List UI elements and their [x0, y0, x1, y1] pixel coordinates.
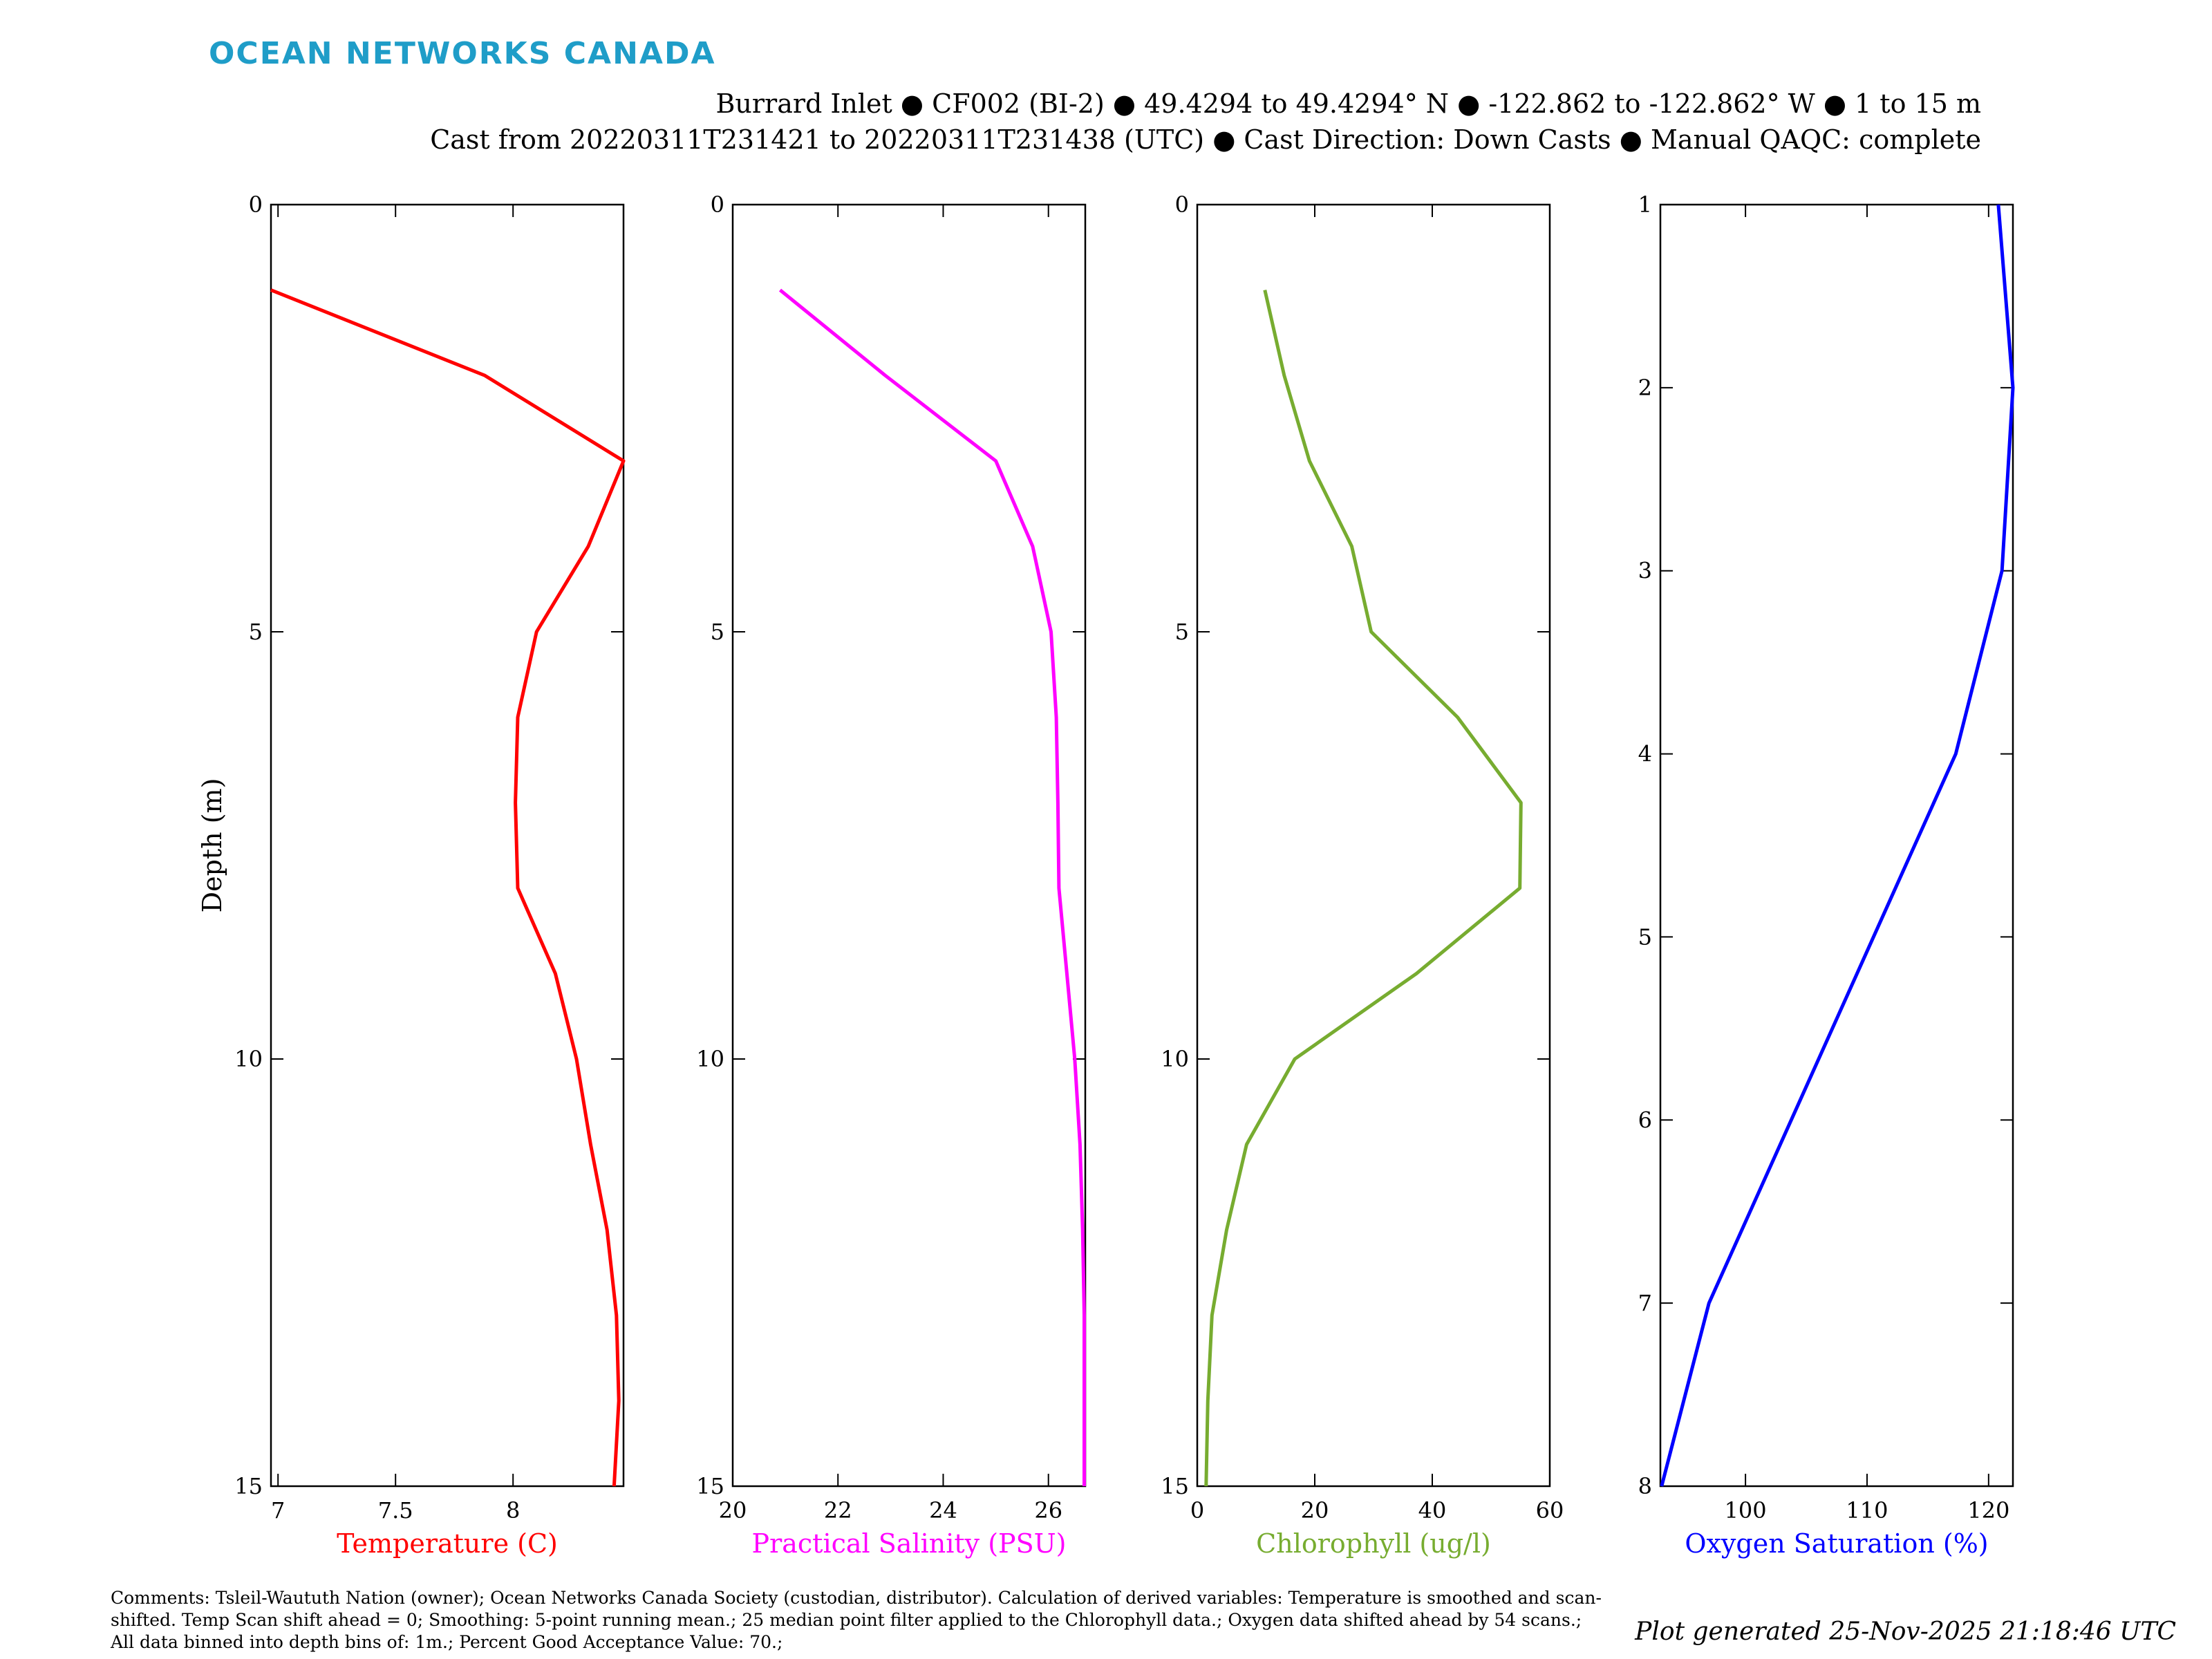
x-tick-label: 24: [929, 1497, 957, 1524]
x-tick-label: 40: [1418, 1497, 1447, 1524]
x-tick-label: 60: [1536, 1497, 1564, 1524]
y-axis-label: Depth (m): [197, 778, 227, 913]
y-tick-label: 2: [1638, 375, 1652, 401]
x-tick-label: 26: [1034, 1497, 1062, 1524]
x-axis-label: Oxygen Saturation (%): [1685, 1528, 1988, 1559]
plot-frame: [270, 203, 625, 1488]
y-tick-label: 0: [711, 191, 724, 218]
y-tick-label: 10: [234, 1046, 263, 1072]
y-tick-label: 5: [1175, 619, 1189, 645]
x-axis-label: Practical Salinity (PSU): [752, 1528, 1067, 1559]
x-tick-label: 20: [1301, 1497, 1329, 1524]
y-tick-label: 7: [1638, 1290, 1652, 1316]
y-tick-label: 3: [1638, 558, 1652, 584]
plot-frame: [731, 203, 1087, 1488]
y-tick-label: 8: [1638, 1473, 1652, 1499]
header-location-line: Burrard Inlet ● CF002 (BI-2) ● 49.4294 t…: [715, 88, 1981, 119]
profile-line: [1204, 290, 1523, 1487]
y-tick-label: 10: [1161, 1046, 1189, 1072]
ocean-networks-canada-logo: OCEAN NETWORKS CANADA: [209, 36, 716, 71]
y-tick-label: 0: [1175, 191, 1189, 218]
x-tick-label: 8: [506, 1497, 520, 1524]
y-tick-label: 6: [1638, 1107, 1652, 1133]
header-cast-line: Cast from 20220311T231421 to 20220311T23…: [430, 124, 1981, 155]
y-tick-label: 10: [696, 1046, 724, 1072]
x-tick-label: 7.5: [378, 1497, 413, 1524]
comments-text: Comments: Tsleil-Waututh Nation (owner);…: [111, 1588, 1602, 1652]
y-tick-label: 15: [696, 1473, 724, 1499]
profile-line: [1660, 204, 2015, 1487]
profile-line: [270, 288, 626, 1487]
x-tick-label: 120: [1967, 1497, 2009, 1524]
x-axis-label: Temperature (C): [337, 1528, 558, 1559]
x-tick-label: 0: [1190, 1497, 1204, 1524]
x-tick-label: 22: [824, 1497, 852, 1524]
x-tick-label: 20: [719, 1497, 747, 1524]
x-tick-label: 100: [1725, 1497, 1767, 1524]
y-tick-label: 1: [1638, 191, 1652, 218]
y-tick-label: 5: [249, 619, 263, 645]
y-tick-label: 0: [249, 191, 263, 218]
x-axis-label: Chlorophyll (ug/l): [1256, 1528, 1491, 1559]
panel-4: 1 2 3 4 5 6 7 8 100 110 120 Oxygen Saturation (%): [1638, 191, 2015, 1559]
x-tick-label: 7: [271, 1497, 285, 1524]
y-tick-label: 5: [1638, 924, 1652, 950]
x-tick-label: 110: [1846, 1497, 1888, 1524]
panel-1: 0 5 10 15 7 7.5 8 Temperature (C) Depth (m): [197, 191, 626, 1559]
plot-frame: [1196, 203, 1551, 1488]
y-tick-label: 15: [1161, 1473, 1189, 1499]
profile-line: [778, 288, 1086, 1486]
y-tick-label: 5: [711, 619, 724, 645]
y-tick-label: 4: [1638, 741, 1652, 767]
y-tick-label: 15: [234, 1473, 263, 1499]
plot-frame: [1659, 203, 2014, 1488]
plot-generated-timestamp: Plot generated 25-Nov-2025 21:18:46 UTC: [1635, 1618, 2176, 1646]
